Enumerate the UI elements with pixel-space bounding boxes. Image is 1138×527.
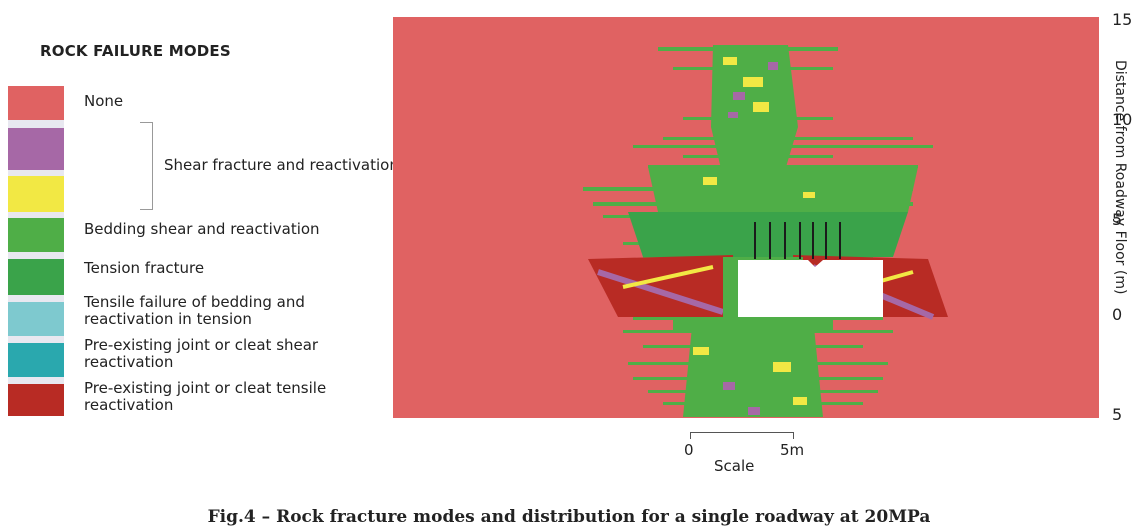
scale-end: 5m <box>780 441 805 459</box>
legend-label-joint-shear-1: Pre-existing joint or cleat shear <box>84 336 319 354</box>
swatch-tensile-bedding <box>8 302 64 336</box>
swatch-divider <box>8 377 64 384</box>
legend-label-joint-shear-2: reactivation <box>84 353 174 371</box>
swatch-shear-yellow <box>8 176 64 212</box>
axis-tick-0: 0 <box>1112 305 1123 324</box>
tension-fracture-lines <box>754 222 841 259</box>
scale-label: Scale <box>714 457 755 475</box>
figure-caption: Fig.4 – Rock fracture modes and distribu… <box>207 507 931 527</box>
swatch-joint-tensile <box>8 384 64 416</box>
legend-title: ROCK FAILURE MODES <box>40 42 231 60</box>
swatch-divider <box>8 170 64 176</box>
legend-label-joint-tensile-2: reactivation <box>84 396 174 414</box>
shear-patches <box>693 57 815 415</box>
swatch-joint-shear <box>8 343 64 377</box>
swatch-bedding <box>8 218 64 252</box>
axis-title: Distance from Roadway Floor (m) <box>1112 60 1128 295</box>
legend-label-shear: Shear fracture and reactivation <box>164 156 399 174</box>
scale-bar <box>690 432 794 439</box>
legend-label-none: None <box>84 92 124 110</box>
legend-label-bedding: Bedding shear and reactivation <box>84 220 320 238</box>
swatch-divider <box>8 212 64 218</box>
legend-label-joint-tensile-1: Pre-existing joint or cleat tensile <box>84 379 327 397</box>
legend-label-tension: Tension fracture <box>84 259 205 277</box>
swatch-divider <box>8 120 64 128</box>
swatch-shear-purple <box>8 128 64 170</box>
axis-tick-5-bottom: 5 <box>1112 405 1123 424</box>
axis-tick-10: 10 <box>1112 110 1133 129</box>
legend-swatch-strip <box>8 86 64 416</box>
swatch-tension <box>8 259 64 295</box>
swatch-divider <box>8 295 64 302</box>
swatch-divider <box>8 252 64 259</box>
legend-label-tensile-1: Tensile failure of bedding and <box>84 293 305 311</box>
scale-start: 0 <box>684 441 694 459</box>
axis-tick-15: 15 <box>1112 10 1133 29</box>
legend-label-tensile-2: reactivation in tension <box>84 310 252 328</box>
legend-bracket <box>140 122 153 210</box>
swatch-divider <box>8 336 64 343</box>
swatch-none <box>8 86 64 120</box>
failure-distribution-figure <box>393 17 1099 418</box>
axis-tick-5-top: 5 <box>1112 210 1123 229</box>
roadway-opening <box>738 260 883 317</box>
